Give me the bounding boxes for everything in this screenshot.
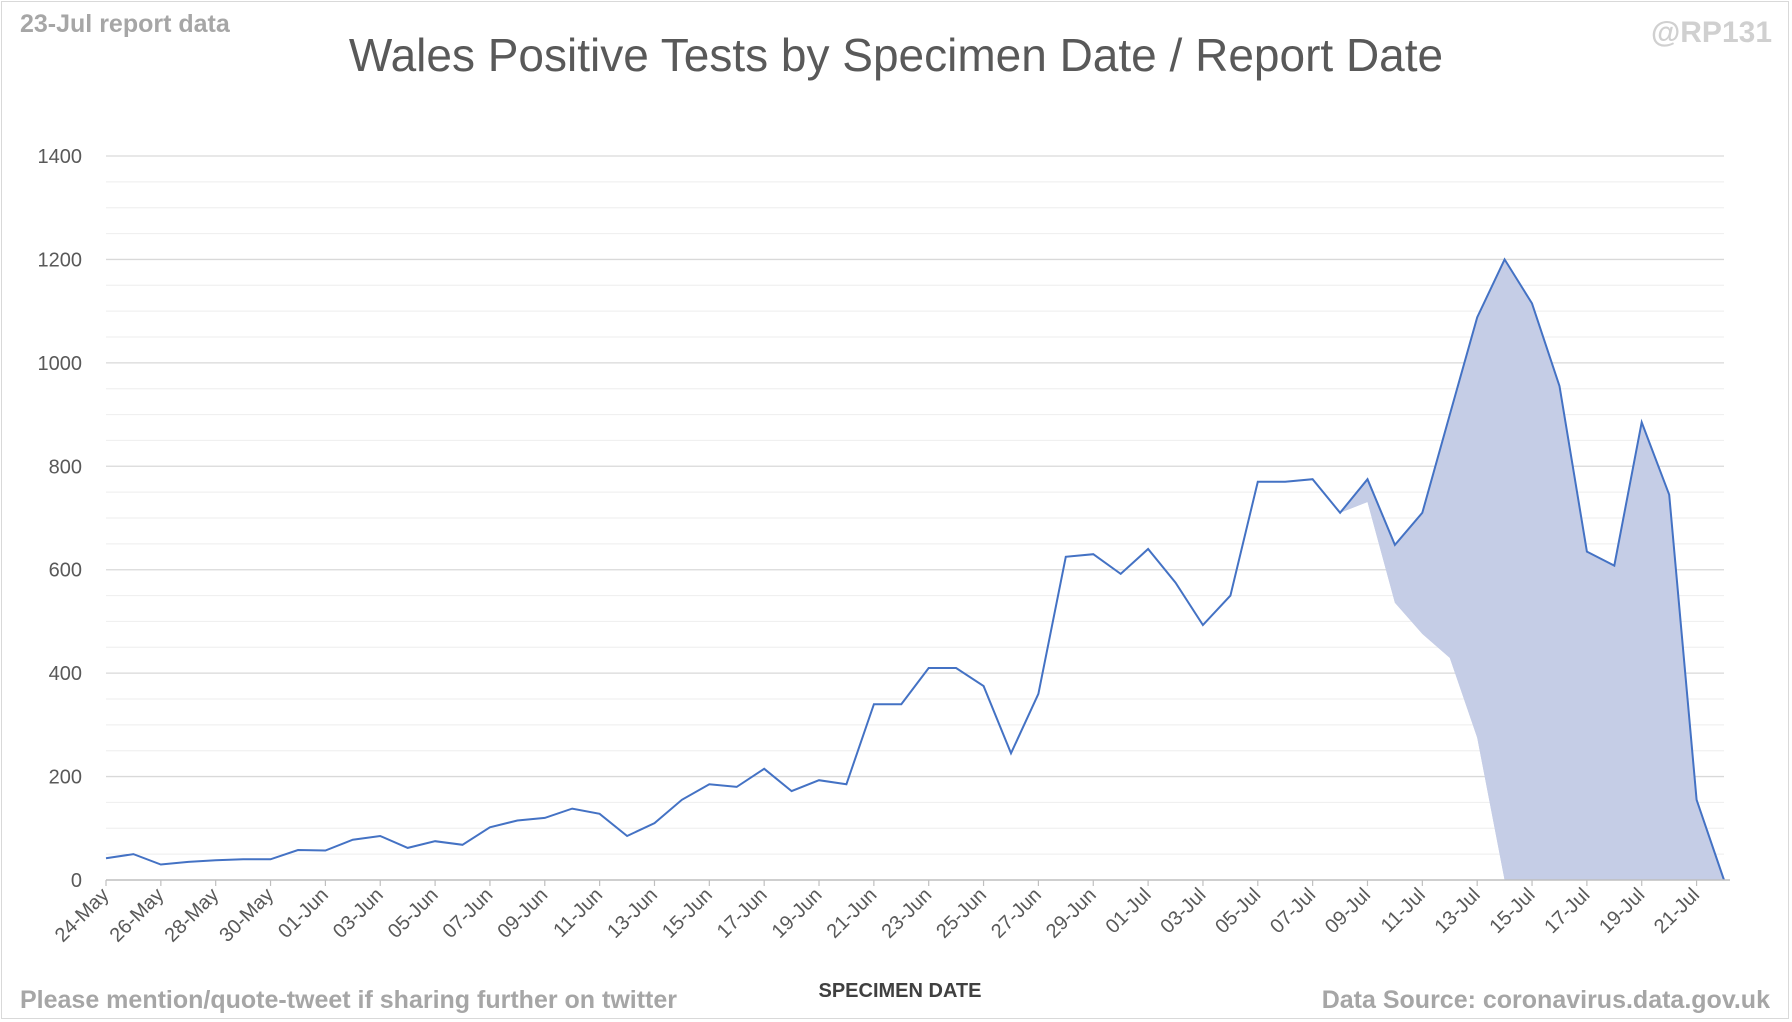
x-tick-label: 09-Jun [494,884,553,943]
author-handle: @RP131 [1651,16,1772,49]
x-tick-label: 11-Jun [549,884,607,942]
y-tick-label: 800 [49,456,82,478]
data-area [105,257,1725,881]
x-tick-label: 03-Jul [1156,884,1210,938]
x-tick-labels: 24-May26-May28-May30-May01-Jun03-Jun05-J… [51,884,1704,947]
axes [105,879,1730,886]
x-axis-title: SPECIMEN DATE [818,980,982,1002]
x-tick-label: 11-Jul [1377,884,1430,937]
x-tick-label: 15-Jul [1485,884,1539,938]
x-tick-label: 21-Jul [1650,884,1704,938]
x-tick-label: 19-Jul [1595,884,1649,938]
x-tick-label: 01-Jul [1102,884,1156,938]
x-tick-label: 17-Jun [713,884,772,943]
gridlines [106,155,1724,855]
y-tick-label: 1200 [38,249,83,271]
y-tick-label: 1400 [38,146,83,168]
y-tick-label: 400 [49,663,82,685]
y-tick-label: 600 [49,560,82,582]
x-tick-label: 05-Jul [1211,884,1265,938]
report-date-note: 23-Jul report data [20,10,230,38]
x-tick-label: 25-Jun [932,884,991,943]
x-tick-label: 19-Jun [768,884,827,943]
x-tick-label: 07-Jun [439,884,498,943]
x-tick-label: 13-Jun [603,884,662,943]
x-tick-label: 03-Jun [329,884,388,943]
x-tick-label: 13-Jul [1431,884,1485,938]
x-tick-label: 09-Jul [1321,884,1375,938]
chart-title: Wales Positive Tests by Specimen Date / … [348,29,1444,81]
x-tick-label: 29-Jun [1042,884,1101,943]
x-tick-label: 21-Jun [823,884,882,943]
x-tick-label: 27-Jun [987,884,1046,943]
y-tick-label: 0 [71,870,82,892]
total-outline [105,257,1725,881]
y-tick-labels: 0 200 400 600 800 1000 1200 1400 [38,146,83,892]
x-tick-label: 01-Jun [274,884,333,943]
x-tick-label: 28-May [161,884,224,947]
data-source-note: Data Source: coronavirus.data.gov.uk [1321,986,1770,1014]
x-tick-label: 05-Jun [384,884,443,943]
y-tick-label: 1000 [38,353,83,375]
x-tick-label: 26-May [106,884,169,947]
x-tick-label: 24-May [51,884,114,947]
x-tick-label: 07-Jul [1266,884,1320,938]
x-tick-label: 30-May [215,884,278,947]
x-tick-label: 17-Jul [1540,884,1594,938]
x-tick-label: 15-Jun [658,884,717,943]
area-band [106,259,1724,880]
share-request-note: Please mention/quote-tweet if sharing fu… [20,986,678,1014]
y-tick-label: 200 [49,767,82,789]
x-tick-label: 23-Jun [877,884,936,943]
